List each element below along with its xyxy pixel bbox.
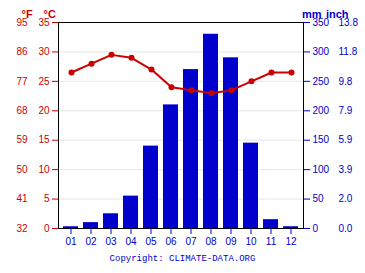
svg-text:30: 30	[38, 46, 50, 57]
svg-text:10: 10	[38, 164, 50, 175]
svg-text:05: 05	[145, 236, 157, 247]
svg-text:250: 250	[313, 76, 330, 87]
html-text:Copyright: CLIMATE-DATA.ORG: Copyright: CLIMATE-DATA.ORG	[109, 254, 256, 264]
svg-text:0: 0	[313, 223, 319, 234]
svg-text:2.0: 2.0	[339, 193, 353, 204]
svg-text:0.0: 0.0	[339, 223, 353, 234]
svg-text:68: 68	[16, 105, 28, 116]
svg-text:15: 15	[38, 134, 50, 145]
svg-text:09: 09	[225, 236, 237, 247]
svg-text:12: 12	[285, 236, 297, 247]
svg-text:5.9: 5.9	[339, 134, 353, 145]
svg-text:50: 50	[16, 164, 28, 175]
svg-text:5: 5	[44, 193, 50, 204]
svg-text:150: 150	[313, 134, 330, 145]
svg-text:°C: °C	[44, 8, 56, 20]
svg-text:11: 11	[266, 236, 277, 247]
svg-text:86: 86	[16, 46, 28, 57]
svg-text:07: 07	[185, 236, 197, 247]
svg-text:01: 01	[65, 236, 77, 247]
svg-text:32: 32	[16, 223, 28, 234]
svg-text:35: 35	[38, 16, 50, 28]
svg-text:300: 300	[313, 46, 330, 57]
svg-text:20: 20	[38, 105, 50, 116]
svg-text:04: 04	[125, 236, 137, 247]
svg-text:08: 08	[205, 236, 217, 247]
svg-text:59: 59	[16, 134, 28, 145]
svg-text:41: 41	[16, 193, 28, 204]
svg-text:50: 50	[313, 193, 325, 204]
svg-text:100: 100	[313, 164, 330, 175]
svg-text:95: 95	[16, 16, 28, 28]
svg-text:02: 02	[85, 236, 97, 247]
svg-text:inch: inch	[326, 8, 349, 20]
svg-text:06: 06	[165, 236, 177, 247]
svg-text:77: 77	[16, 76, 28, 87]
svg-text:mm: mm	[302, 8, 322, 20]
svg-text:7.9: 7.9	[339, 105, 353, 116]
svg-text:°F: °F	[22, 8, 33, 20]
svg-text:25: 25	[38, 76, 50, 87]
svg-text:03: 03	[105, 236, 117, 247]
svg-text:11.8: 11.8	[339, 46, 358, 57]
svg-text:0: 0	[44, 223, 50, 234]
svg-text:9.8: 9.8	[339, 76, 353, 87]
svg-text:3.9: 3.9	[339, 164, 353, 175]
svg-text:350: 350	[312, 16, 330, 28]
svg-text:200: 200	[313, 105, 330, 116]
svg-text:13.8: 13.8	[338, 16, 358, 28]
svg-text:10: 10	[245, 236, 257, 247]
